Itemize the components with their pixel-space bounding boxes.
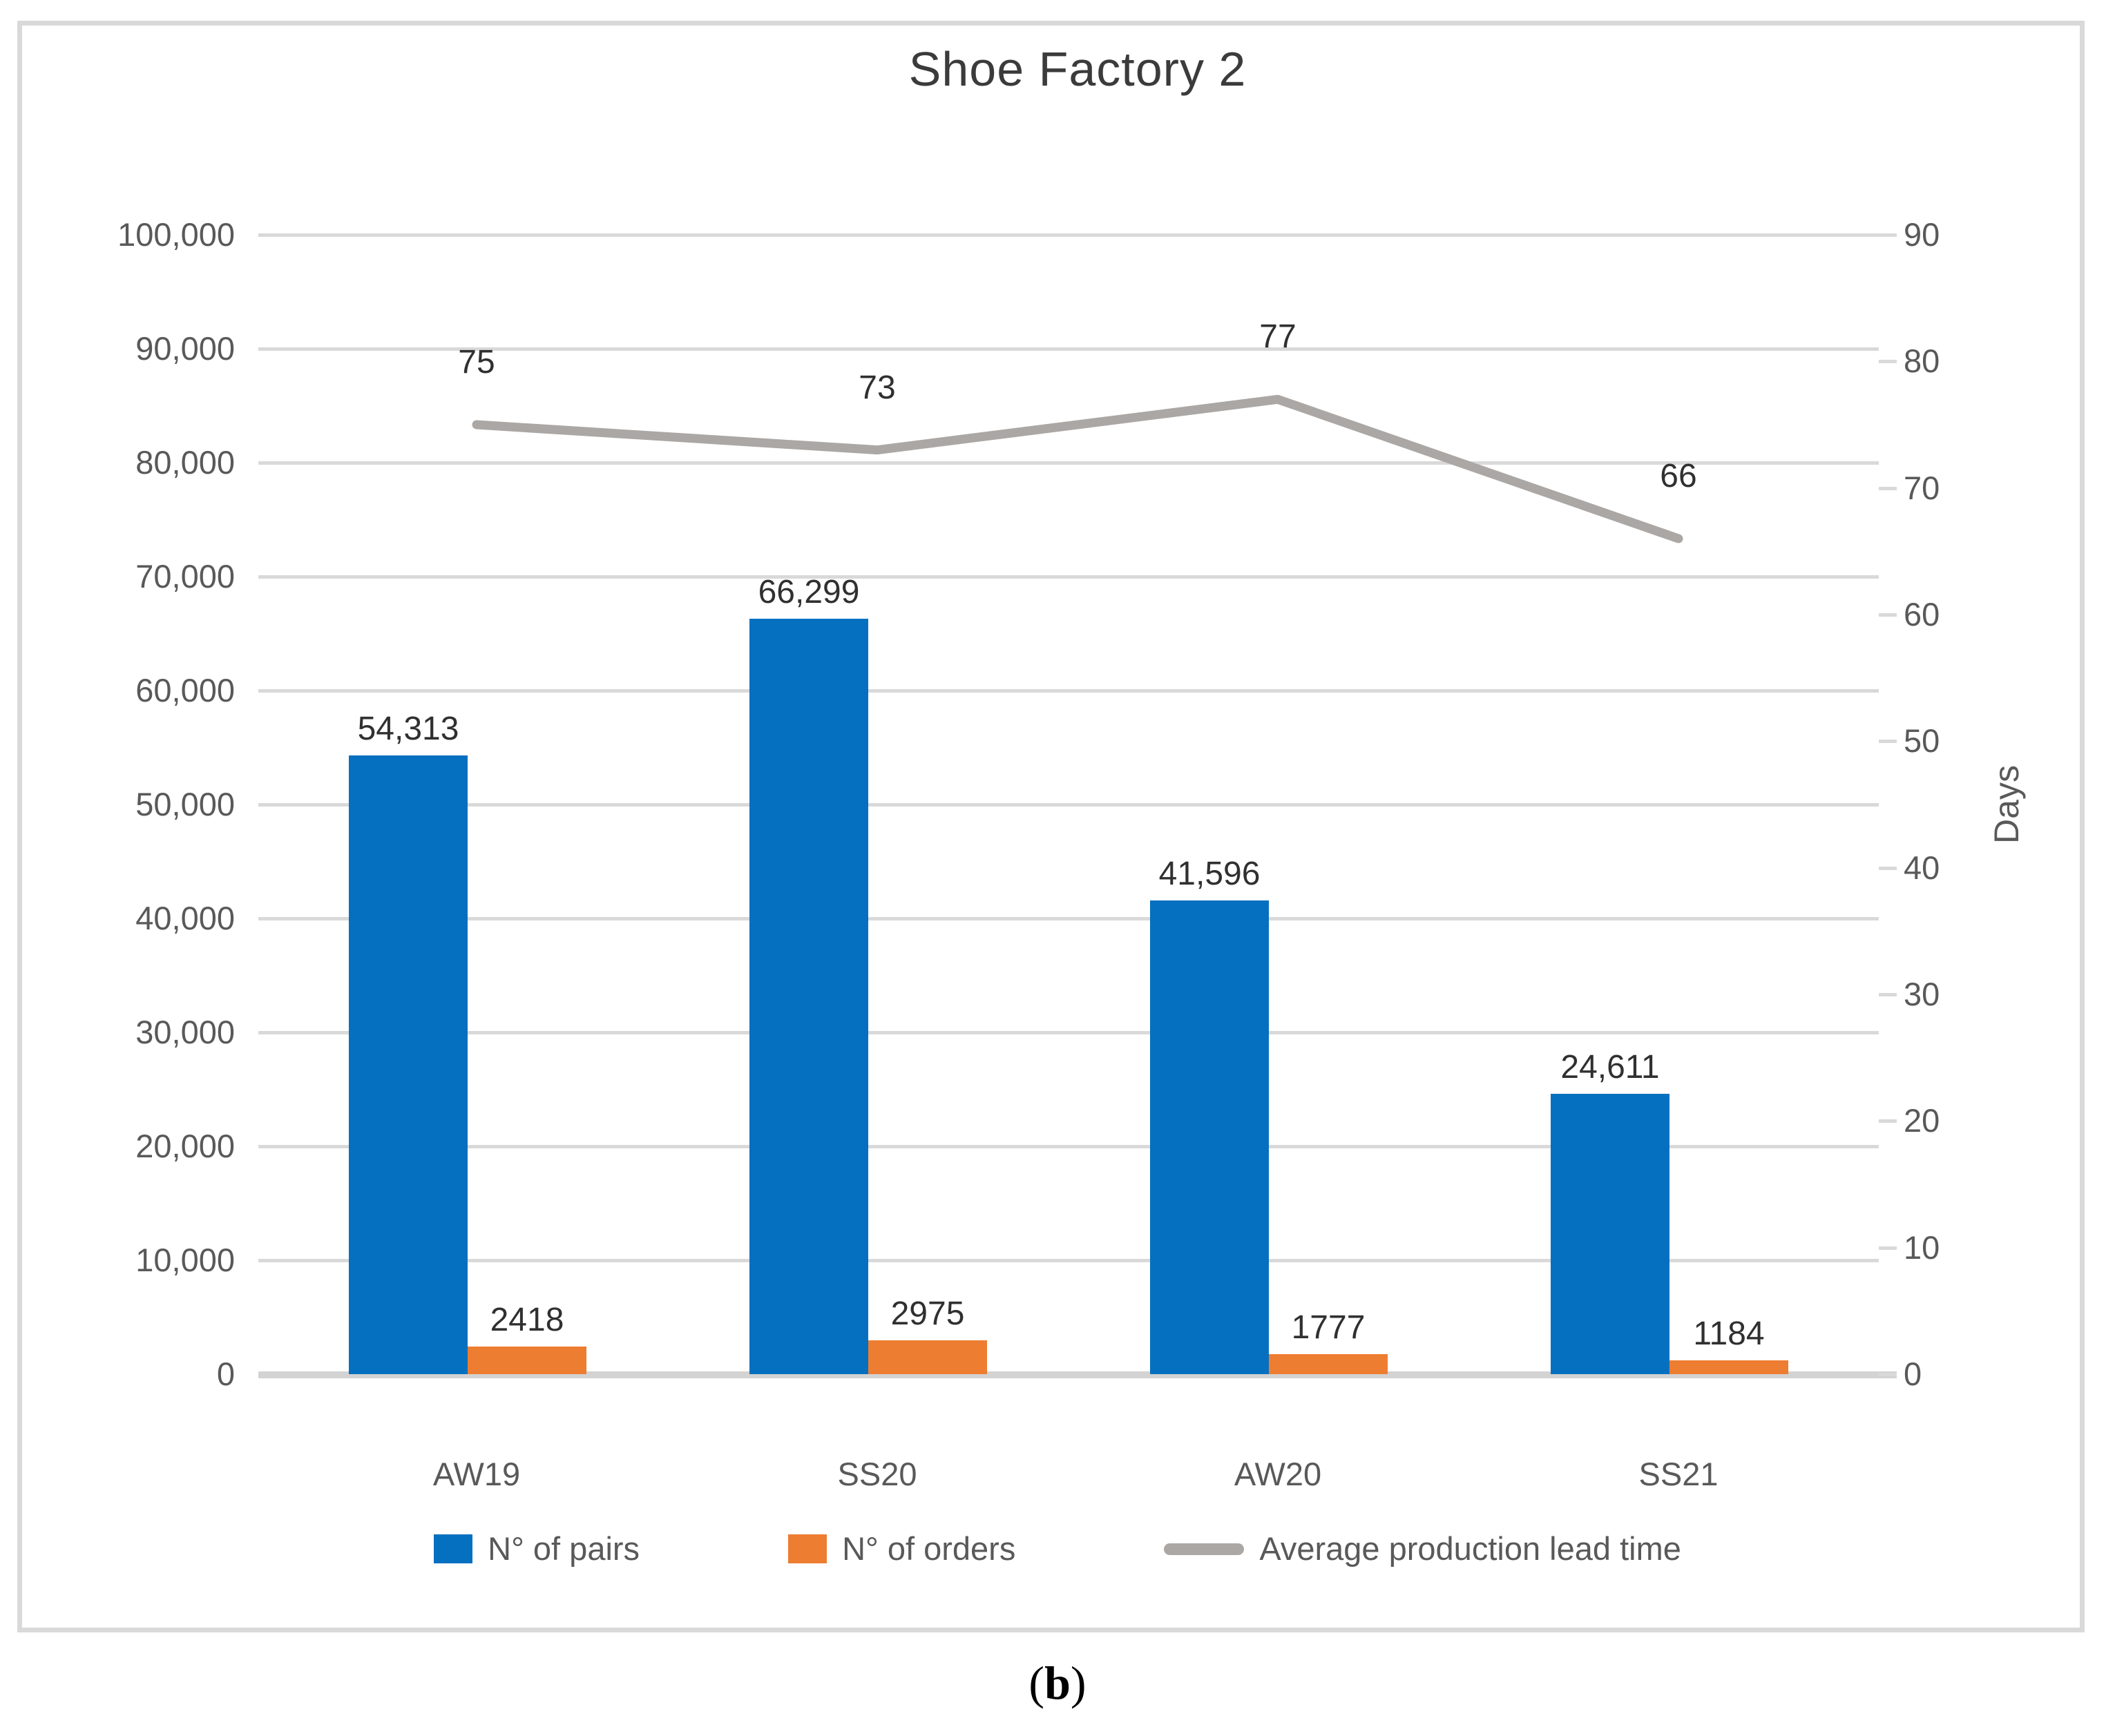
bar-data-label: 41,596 — [1158, 855, 1261, 892]
legend-item: N° of pairs — [434, 1530, 640, 1568]
left-axis-tick — [258, 461, 276, 465]
left-axis-tick-label: 30,000 — [135, 1014, 235, 1050]
legend-label: Average production lead time — [1259, 1530, 1681, 1567]
left-axis-tick — [258, 689, 276, 693]
x-axis-category-label: SS21 — [1638, 1456, 1719, 1492]
chart-title: Shoe Factory 2 — [908, 42, 1247, 96]
line-data-label: 75 — [458, 344, 495, 380]
left-axis-tick — [258, 1031, 276, 1034]
left-axis-tick — [258, 233, 276, 237]
bar-pairs — [349, 755, 468, 1374]
legend-item: Average production lead time — [1164, 1530, 1681, 1568]
left-axis-tick — [258, 803, 276, 807]
right-axis-tick — [1879, 1119, 1897, 1123]
left-axis-tick-label: 0 — [216, 1356, 235, 1392]
x-axis-category-label: AW19 — [432, 1456, 521, 1492]
left-axis-tick-label: 90,000 — [135, 330, 235, 367]
right-axis-tick — [1879, 1373, 1897, 1376]
caption-paren-open: ( — [1028, 1657, 1045, 1709]
right-axis-tick-label: 40 — [1904, 849, 1940, 886]
legend-bar-swatch-icon — [434, 1534, 473, 1563]
legend-label: N° of pairs — [488, 1530, 640, 1567]
right-axis-tick-label: 30 — [1904, 976, 1940, 1012]
legend-label: N° of orders — [842, 1530, 1016, 1567]
bar-data-label: 1184 — [1693, 1315, 1765, 1353]
bar-orders — [1669, 1360, 1788, 1374]
gridline — [276, 1259, 1879, 1262]
right-axis-tick-label: 80 — [1904, 343, 1940, 380]
right-axis-tick-label: 60 — [1904, 596, 1940, 633]
legend: N° of pairs N° of orders Average productio… — [138, 1525, 1977, 1573]
caption-letter: b — [1044, 1657, 1071, 1709]
bar-pairs — [1150, 900, 1269, 1374]
bar-data-label: 2418 — [490, 1302, 564, 1339]
legend-bar-swatch-icon — [788, 1534, 827, 1563]
left-axis-tick-label: 70,000 — [135, 558, 235, 595]
right-axis-tick — [1879, 740, 1897, 744]
legend-item: N° of orders — [788, 1530, 1015, 1568]
gridline — [276, 347, 1879, 351]
left-axis-tick-label: 20,000 — [135, 1128, 235, 1164]
right-axis-tick — [1879, 1246, 1897, 1250]
bar-orders — [868, 1340, 987, 1374]
right-axis-tick — [1879, 486, 1897, 490]
x-axis-line — [258, 1371, 1897, 1378]
right-axis-tick — [1879, 866, 1897, 870]
line-data-label: 77 — [1259, 318, 1296, 356]
bar-data-label: 2975 — [890, 1295, 965, 1332]
bar-data-label: 1777 — [1291, 1309, 1366, 1346]
line-data-label: 66 — [1660, 458, 1697, 494]
bar-data-label: 24,611 — [1560, 1048, 1660, 1086]
legend-line-swatch-icon — [1164, 1543, 1245, 1555]
bar-pairs — [1551, 1093, 1669, 1374]
right-axis-tick — [1879, 613, 1897, 617]
right-axis-tick-label: 50 — [1904, 722, 1940, 760]
bar-orders — [468, 1347, 586, 1374]
left-axis-tick-label: 10,000 — [135, 1242, 235, 1278]
right-axis-tick-label: 70 — [1904, 469, 1940, 506]
bar-orders — [1269, 1353, 1388, 1374]
right-axis-tick — [1879, 993, 1897, 996]
right-axis-tick — [1879, 360, 1897, 364]
right-axis-tick-label: 10 — [1904, 1228, 1940, 1266]
gridline — [276, 1031, 1879, 1034]
gridline — [276, 1145, 1879, 1148]
left-axis-tick-label: 40,000 — [135, 900, 235, 936]
lead-time-line — [472, 394, 1683, 543]
figure-caption: (b) — [0, 1656, 2115, 1710]
gridline — [276, 803, 1879, 807]
right-axis-tick — [1879, 233, 1897, 237]
left-axis-tick-label: 80,000 — [135, 444, 235, 481]
bar-pairs — [749, 619, 868, 1374]
right-axis-title: Days — [1987, 765, 2026, 844]
left-axis-tick — [258, 1145, 276, 1148]
gridline — [276, 575, 1879, 579]
right-axis-tick-label: 20 — [1904, 1102, 1940, 1139]
left-axis-tick — [258, 347, 276, 351]
gridline — [276, 917, 1879, 920]
gridline — [276, 461, 1879, 465]
gridline — [276, 689, 1879, 693]
bar-data-label: 66,299 — [758, 574, 860, 611]
left-axis-tick-label: 50,000 — [135, 786, 235, 822]
x-axis-category-label: AW20 — [1234, 1456, 1322, 1492]
gridline — [276, 233, 1879, 237]
x-axis-category-label: SS20 — [837, 1456, 917, 1492]
left-axis-tick — [258, 1259, 276, 1262]
left-axis-tick — [258, 575, 276, 579]
left-axis-tick-label: 60,000 — [135, 672, 235, 708]
left-axis-tick-label: 100,000 — [117, 216, 235, 253]
caption-paren-close: ) — [1070, 1657, 1087, 1709]
bar-data-label: 54,313 — [357, 710, 459, 747]
left-axis-tick — [258, 917, 276, 920]
line-data-label: 73 — [859, 369, 896, 406]
right-axis-tick-label: 0 — [1904, 1356, 1922, 1392]
right-axis-tick-label: 90 — [1904, 216, 1940, 253]
